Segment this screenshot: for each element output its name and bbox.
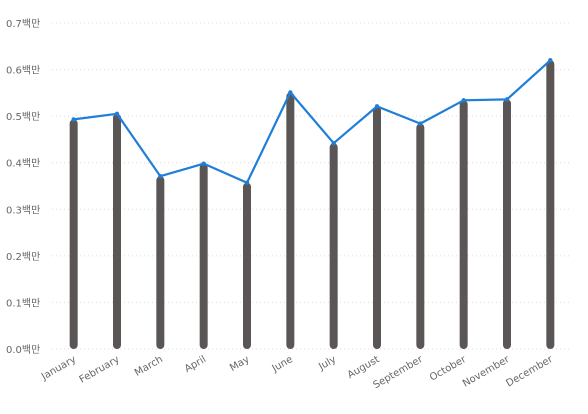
x-tick-label: August xyxy=(346,354,382,381)
y-tick-label: 0.7백만 xyxy=(6,18,40,30)
bar-march xyxy=(156,176,165,349)
x-tick-label: November xyxy=(461,354,512,390)
y-tick-label: 0.3백만 xyxy=(6,204,40,216)
bar-may xyxy=(243,182,251,349)
y-tick-label: 0.1백만 xyxy=(6,297,40,309)
bar-august xyxy=(373,106,381,349)
bar-july xyxy=(329,143,338,349)
bar-september xyxy=(416,123,425,349)
line-point-january xyxy=(71,117,76,122)
line-point-july xyxy=(331,140,336,146)
x-tick-label: June xyxy=(270,354,295,375)
bar-december xyxy=(546,60,555,349)
line-point-june xyxy=(288,90,293,95)
line-point-april xyxy=(201,161,206,166)
line-point-november xyxy=(504,97,510,102)
x-tick-label: September xyxy=(371,354,425,392)
x-tick-label: July xyxy=(316,354,338,373)
bar-june xyxy=(286,92,295,350)
x-tick-label: January xyxy=(39,354,78,383)
bar-february xyxy=(113,113,121,349)
y-tick-label: 0.4백만 xyxy=(6,158,40,170)
y-axis: 0.0백만 0.1백만 0.2백만 0.3백만 0.4백만 0.5백만 0.6백만 0.7백만 xyxy=(6,18,40,356)
line-point-october xyxy=(461,98,466,103)
x-tick-label: February xyxy=(78,354,122,386)
line-point-december xyxy=(548,58,553,63)
bar-april xyxy=(199,163,208,349)
line-point-september xyxy=(418,121,423,126)
x-tick-label: March xyxy=(133,354,165,379)
line-series xyxy=(71,58,553,185)
y-tick-label: 0.5백만 xyxy=(6,111,40,123)
x-axis: January February March April May June July Augu… xyxy=(39,354,556,392)
line-point-march xyxy=(158,174,163,179)
line-point-august xyxy=(374,104,380,109)
y-tick-label: 0.0백만 xyxy=(6,344,40,356)
x-tick-label: May xyxy=(228,354,251,374)
line-point-may xyxy=(244,180,250,185)
y-tick-label: 0.2백만 xyxy=(6,251,40,263)
bar-series xyxy=(69,60,555,350)
line-point-february xyxy=(114,111,120,117)
bar-november xyxy=(503,99,511,350)
x-tick-label: April xyxy=(183,354,208,375)
grid-layer xyxy=(52,22,572,350)
x-tick-label: December xyxy=(504,354,555,390)
bar-january xyxy=(69,119,78,349)
line-path xyxy=(73,59,552,184)
bar-october xyxy=(459,100,468,350)
y-tick-label: 0.6백만 xyxy=(6,65,40,77)
